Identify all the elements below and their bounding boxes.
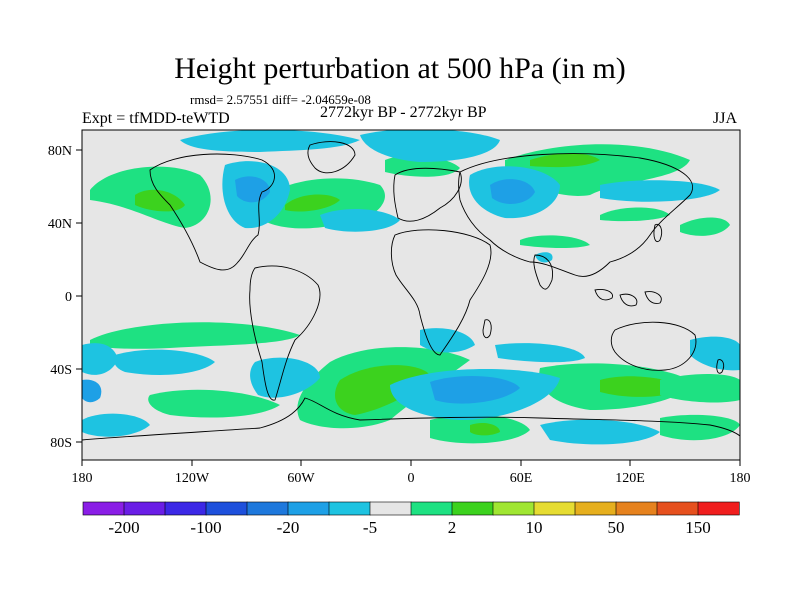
coastlines [82, 141, 740, 441]
rmsd-diff-stats: rmsd= 2.57551 diff= -2.04659e-08 [190, 92, 371, 107]
colorbar-label: 50 [608, 518, 625, 537]
lat-label-80s: 80S [50, 436, 72, 451]
colorbar-swatch [287, 501, 330, 516]
colorbar-label: 150 [685, 518, 711, 537]
contour-positive [90, 322, 300, 349]
lat-label-40s: 40S [50, 363, 72, 378]
colorbar-label: -100 [190, 518, 221, 537]
colorbar-swatch [574, 501, 617, 516]
coastline-antarctica [82, 397, 740, 441]
colorbar-swatch [164, 501, 207, 516]
lat-label-40n: 40N [48, 217, 72, 232]
contour-negative [82, 413, 150, 437]
contour-negative [495, 343, 585, 363]
contour-negative [540, 419, 660, 445]
contour-positive [680, 217, 730, 236]
colorbar-label: -20 [277, 518, 300, 537]
coastline-madagascar [482, 319, 492, 339]
coastline-australia [610, 321, 697, 371]
lat-label-80n: 80N [48, 144, 72, 159]
colorbar-swatch [123, 501, 166, 516]
map-title: Height perturbation at 500 hPa (in m) [174, 52, 626, 85]
contour-negative [600, 180, 720, 202]
lat-label-0: 0 [65, 290, 72, 305]
contour-negative [320, 208, 400, 232]
contour-positive [470, 422, 500, 436]
lon-label-180w: 180 [72, 471, 93, 486]
contour-fill-layer [82, 130, 740, 445]
coastline-india [533, 254, 553, 290]
colorbar-swatch [205, 501, 248, 516]
colorbar-swatch [615, 501, 658, 516]
lon-label-0: 0 [408, 471, 415, 486]
contour-negative [250, 357, 320, 398]
contour-negative [360, 130, 500, 162]
contour-positive [660, 374, 740, 403]
lat-tick-marks [76, 149, 82, 443]
colorbar-swatch [410, 501, 453, 516]
colorbar-swatch [451, 501, 494, 516]
colorbar [82, 501, 740, 516]
colorbar-swatch [328, 501, 371, 516]
lon-label-120e: 120E [615, 471, 645, 486]
colorbar-swatch [697, 501, 740, 516]
lon-label-60e: 60E [510, 471, 533, 486]
contour-positive [148, 389, 280, 418]
colorbar-label: -200 [108, 518, 139, 537]
contour-negative [430, 376, 520, 404]
lon-label-180e: 180 [730, 471, 751, 486]
contour-negative [113, 349, 215, 375]
colorbar-swatch [656, 501, 699, 516]
colorbar-swatch [492, 501, 535, 516]
colorbar-swatch [82, 501, 125, 516]
colorbar-label: 2 [448, 518, 457, 537]
contour-negative [690, 336, 740, 371]
contour-negative [235, 176, 270, 203]
colorbar-label: 10 [526, 518, 543, 537]
experiment-label: Expt = tfMDD-teWTD [82, 110, 230, 127]
colorbar-label: -5 [363, 518, 377, 537]
coastline-africa [390, 229, 492, 356]
contour-negative [180, 130, 360, 152]
season-label: JJA [713, 110, 738, 127]
coastline-sea-islands [594, 289, 662, 307]
colorbar-swatch [246, 501, 289, 516]
period-label: 2772kyr BP - 2772kyr BP [320, 104, 487, 121]
contour-negative [82, 379, 102, 403]
contour-positive [530, 153, 600, 168]
contour-positive [600, 207, 670, 222]
contour-negative [420, 328, 475, 353]
coastline-japan [653, 223, 663, 243]
coastline-north-america [149, 153, 275, 271]
coastline-south-america [249, 265, 321, 401]
colorbar-swatch [369, 501, 412, 516]
contour-positive [285, 194, 340, 212]
coastline-europe [393, 167, 462, 222]
coastline-asia [458, 153, 693, 277]
colorbar-swatch [533, 501, 576, 516]
contour-negative [82, 343, 118, 375]
coastline-new-zealand [716, 359, 725, 374]
contour-positive [335, 365, 430, 415]
lon-label-120w: 120W [175, 471, 210, 486]
contour-positive [135, 189, 185, 212]
lon-label-60w: 60W [287, 471, 315, 486]
contour-positive [660, 414, 740, 441]
contour-negative [490, 179, 535, 204]
contour-positive [520, 235, 590, 249]
lon-tick-marks [81, 460, 741, 466]
coastline-greenland [307, 141, 356, 174]
